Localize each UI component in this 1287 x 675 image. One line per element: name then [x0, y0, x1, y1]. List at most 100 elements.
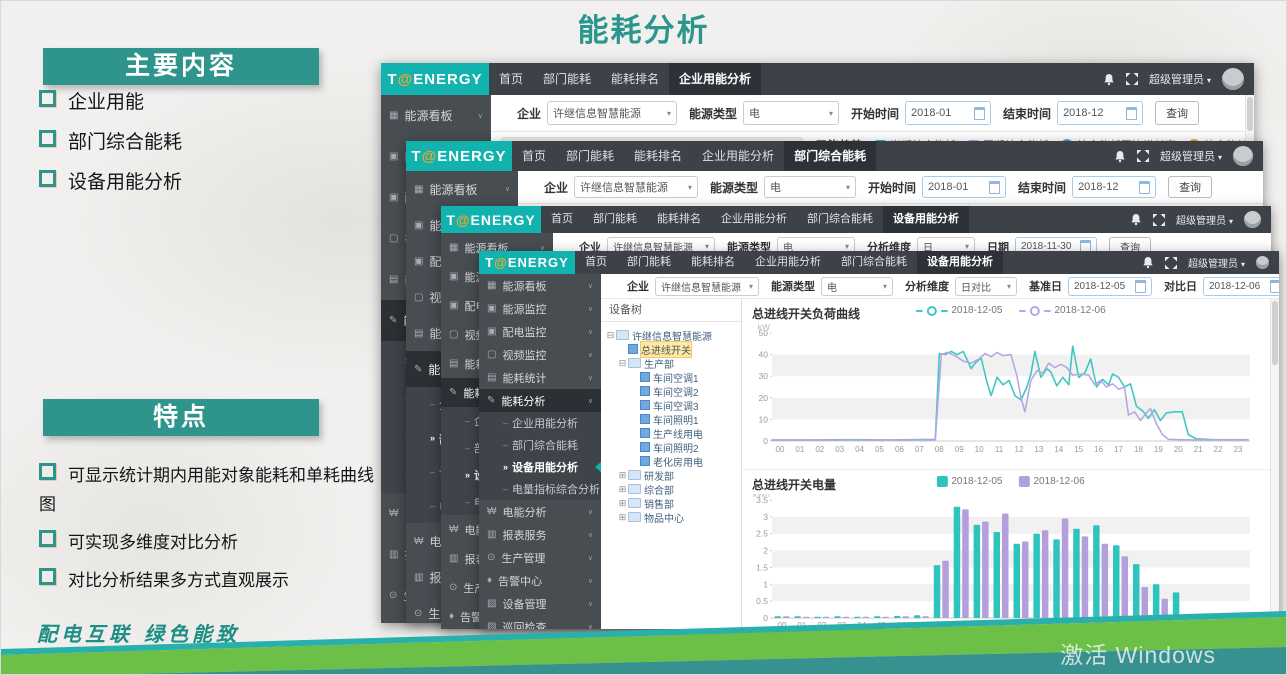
- nav-tab[interactable]: 部门综合能耗: [841, 256, 907, 268]
- collapse-icon[interactable]: ⊟: [618, 357, 627, 368]
- chevron-down-icon: ▾: [844, 242, 849, 251]
- tree-node[interactable]: ⊞ 销售部: [601, 496, 741, 511]
- tree-node[interactable]: ⊞ 研发部: [601, 468, 741, 483]
- collapse-icon[interactable]: ⊟: [606, 329, 615, 340]
- filter-select[interactable]: 日对比 ▾: [955, 276, 1017, 296]
- tree-node-label: 生产部: [644, 359, 674, 371]
- tree-node[interactable]: ⊟ 许继信息智慧能源: [601, 328, 741, 343]
- tree-node[interactable]: 车间照明1: [601, 412, 741, 427]
- sidebar-subitem[interactable]: –部门综合能耗: [479, 434, 601, 456]
- sidebar-subitem[interactable]: »设备用能分析: [479, 456, 601, 478]
- sidebar-item[interactable]: ✎ 能耗分析 ∨: [479, 389, 601, 412]
- tree-node[interactable]: ⊞ 综合部: [601, 482, 741, 497]
- bell-icon[interactable]: [1142, 256, 1154, 269]
- sidebar-item[interactable]: ▥ 报表服务 ∨: [479, 523, 601, 546]
- date-value: 2018-01: [928, 181, 969, 193]
- user-menu[interactable]: 超级管理员 ▾: [1187, 259, 1245, 270]
- list-item: 设备用能分析: [39, 169, 387, 196]
- sidebar-item[interactable]: ▦ 能源看板 ∨: [479, 274, 601, 297]
- scrollbar-thumb[interactable]: [1272, 301, 1278, 365]
- sidebar-item[interactable]: ⊙ 生产管理 ∨: [479, 546, 601, 569]
- nav-tab[interactable]: 能耗排名: [611, 72, 660, 86]
- legend-item[interactable]: 2018-12-06: [1018, 305, 1106, 316]
- nav-tab[interactable]: 部门综合能耗: [807, 213, 873, 225]
- expand-icon[interactable]: ⊞: [618, 483, 627, 494]
- tree-node[interactable]: ⊞ 物品中心: [601, 510, 741, 525]
- sidebar-item[interactable]: ▤ 能耗统计 ∨: [479, 366, 601, 389]
- sidebar-item[interactable]: ▦ 能源看板 ∨: [381, 95, 491, 136]
- sidebar-subitem[interactable]: –企业用能分析: [479, 412, 601, 434]
- tree-node[interactable]: ⊟ 生产部: [601, 356, 741, 371]
- date-input[interactable]: 2018-01: [905, 101, 992, 125]
- nav-tab[interactable]: 企业用能分析: [721, 213, 787, 225]
- tree-node[interactable]: 生产线用电: [601, 426, 741, 441]
- sidebar-item[interactable]: ▣ 能源监控 ∨: [479, 297, 601, 320]
- filter-select[interactable]: 电 ▾: [764, 176, 857, 198]
- nav-tab[interactable]: 部门能耗: [566, 149, 615, 163]
- fullscreen-icon[interactable]: [1125, 73, 1138, 85]
- nav-tab[interactable]: 能耗排名: [691, 256, 735, 268]
- sidebar-item[interactable]: ▦ 能源看板 ∨: [406, 171, 518, 207]
- fullscreen-icon[interactable]: [1164, 256, 1177, 269]
- nav-tab[interactable]: 企业用能分析: [702, 149, 775, 163]
- user-menu[interactable]: 超级管理员 ▾: [1159, 151, 1222, 163]
- user-menu[interactable]: 超级管理员 ▾: [1175, 216, 1233, 227]
- date-input[interactable]: 2018-12-05: [1068, 276, 1152, 296]
- filter-select[interactable]: 许继信息智慧能源 ▾: [547, 101, 678, 125]
- nav-tab[interactable]: 部门能耗: [593, 213, 637, 225]
- nav-tab[interactable]: 首页: [585, 256, 607, 268]
- fullscreen-icon[interactable]: [1136, 150, 1149, 162]
- expand-icon[interactable]: ⊞: [618, 511, 627, 522]
- sidebar-item[interactable]: ▢ 视频监控 ∨: [479, 343, 601, 366]
- nav-tab[interactable]: 设备用能分析: [883, 206, 969, 233]
- sidebar-item[interactable]: ♦ 告警中心 ∨: [479, 569, 601, 592]
- date-input[interactable]: 2018-12: [1057, 101, 1144, 125]
- nav-tab[interactable]: 企业用能分析: [669, 63, 762, 95]
- bell-icon[interactable]: [1114, 150, 1126, 163]
- scrollbar-thumb[interactable]: [1247, 97, 1253, 131]
- filter-select[interactable]: 电 ▾: [821, 276, 893, 296]
- avatar[interactable]: [1222, 68, 1244, 90]
- nav-tab[interactable]: 首页: [551, 213, 573, 225]
- nav-tab[interactable]: 部门综合能耗: [784, 141, 877, 171]
- fullscreen-icon[interactable]: [1152, 213, 1165, 226]
- avatar[interactable]: [1233, 146, 1253, 166]
- sidebar-subitem[interactable]: –电量指标综合分析∨: [479, 478, 601, 500]
- date-input[interactable]: 2018-01: [922, 176, 1007, 198]
- expand-icon[interactable]: ⊞: [618, 497, 627, 508]
- date-input[interactable]: 2018-12-06: [1203, 276, 1279, 296]
- nav-tab[interactable]: 企业用能分析: [755, 256, 821, 268]
- filter-select[interactable]: 电 ▾: [743, 101, 840, 125]
- avatar[interactable]: [1244, 211, 1261, 228]
- sidebar-item[interactable]: ₩ 电能分析 ∨: [479, 500, 601, 523]
- tree-node[interactable]: 车间照明2: [601, 440, 741, 455]
- expand-icon[interactable]: ⊞: [618, 469, 627, 480]
- sidebar-item[interactable]: ▧ 设备管理 ∨: [479, 592, 601, 615]
- filter-select[interactable]: 许继信息智慧能源 ▾: [574, 176, 699, 198]
- legend-item[interactable]: 2018-12-05: [936, 476, 1003, 487]
- sidebar-item[interactable]: ▣ 配电监控 ∨: [479, 320, 601, 343]
- query-button[interactable]: 查询: [1168, 176, 1213, 198]
- tree-node[interactable]: 车间空调3: [601, 398, 741, 413]
- query-button[interactable]: 查询: [1155, 101, 1200, 125]
- filter-select[interactable]: 许继信息智慧能源 ▾: [655, 276, 759, 296]
- tree-node[interactable]: 车间空调2: [601, 384, 741, 399]
- tree-node[interactable]: 车间空调1: [601, 370, 741, 385]
- nav-tab[interactable]: 部门能耗: [627, 256, 671, 268]
- user-menu[interactable]: 超级管理员 ▾: [1148, 74, 1211, 86]
- nav-tab[interactable]: 首页: [522, 149, 547, 163]
- tree-node[interactable]: 老化房用电: [601, 454, 741, 469]
- legend-item[interactable]: 2018-12-05: [915, 305, 1003, 316]
- legend-item[interactable]: 2018-12-06: [1018, 476, 1085, 487]
- nav-tab[interactable]: 部门能耗: [543, 72, 592, 86]
- avatar[interactable]: [1256, 256, 1269, 269]
- tree-node[interactable]: 总进线开关: [601, 340, 741, 358]
- nav-tab[interactable]: 能耗排名: [657, 213, 701, 225]
- nav-tab[interactable]: 首页: [499, 72, 524, 86]
- nav-tab[interactable]: 能耗排名: [634, 149, 683, 163]
- bell-icon[interactable]: [1103, 73, 1115, 86]
- sidebar-item[interactable]: ▨ 巡回检查 ∨: [479, 615, 601, 629]
- nav-tab[interactable]: 设备用能分析: [917, 251, 1003, 274]
- date-input[interactable]: 2018-12: [1072, 176, 1157, 198]
- bell-icon[interactable]: [1130, 213, 1142, 226]
